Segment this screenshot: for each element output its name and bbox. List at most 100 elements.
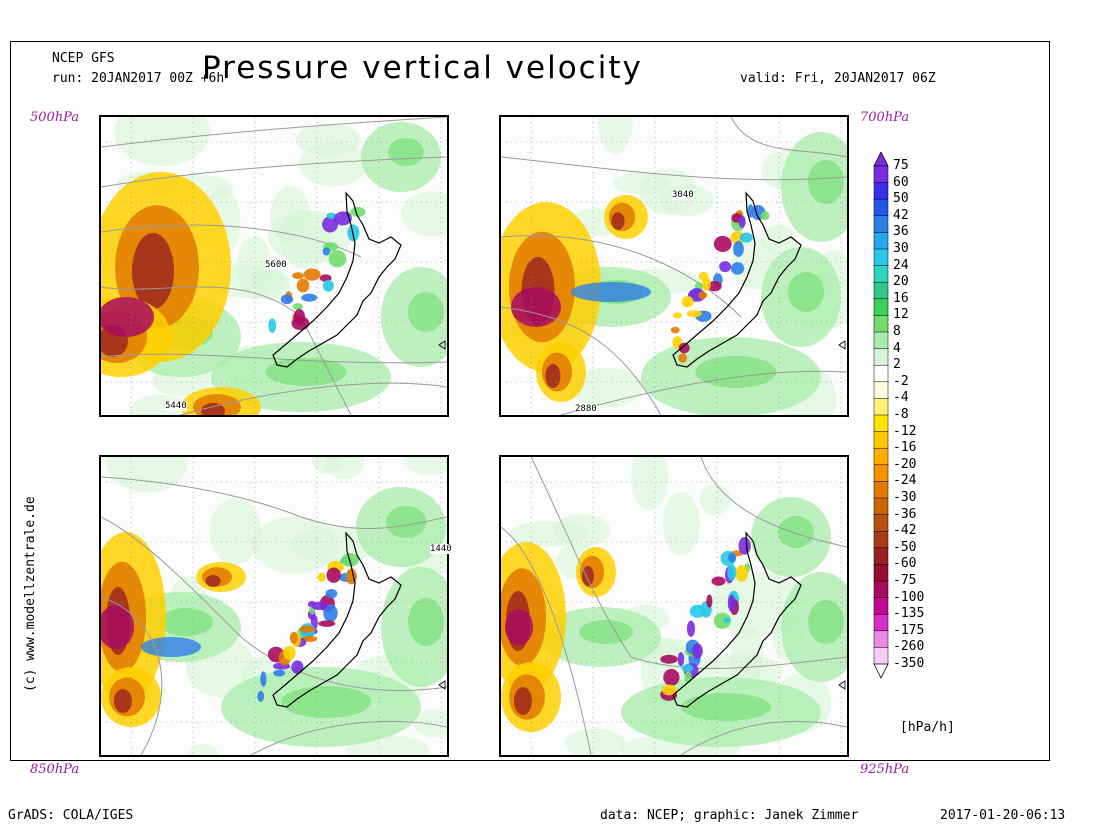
colorbar-tick-label: -260 <box>893 639 925 655</box>
colorbar-swatch <box>873 381 889 399</box>
convective-cell <box>735 565 748 582</box>
geopotential-contour <box>101 353 447 364</box>
convective-cell <box>692 643 703 659</box>
convective-cell <box>280 294 294 305</box>
upward-motion-core <box>281 686 371 718</box>
convective-cell <box>322 279 334 292</box>
colorbar-tick-label: 16 <box>893 290 909 306</box>
convective-cell <box>301 293 318 302</box>
upward-motion-core <box>408 598 444 646</box>
footer-timestamp: 2017-01-20-06:13 <box>940 808 1066 823</box>
upward-motion-area <box>298 141 369 187</box>
coastline-new-zealand <box>672 531 802 708</box>
convective-cell <box>727 552 737 563</box>
panel-level-925: 925hPa <box>860 762 910 777</box>
upward-motion-area <box>662 491 700 556</box>
convective-cell <box>711 576 726 586</box>
geopotential-contour <box>501 306 662 415</box>
convective-cell <box>326 567 341 583</box>
colorbar-swatch <box>873 564 889 582</box>
convective-cell <box>257 690 265 702</box>
convective-cell <box>273 669 286 677</box>
upward-motion-core <box>408 292 444 332</box>
convective-cell <box>303 268 321 281</box>
colorbar-swatch <box>873 298 889 316</box>
geopotential-contour <box>700 457 847 548</box>
convective-cell <box>677 652 685 667</box>
convective-cell <box>326 212 337 219</box>
upward-motion-core <box>159 608 213 636</box>
convective-cell <box>661 684 677 696</box>
convective-cell <box>684 671 692 683</box>
map-marker <box>438 340 446 350</box>
colorbar-tick-label: 60 <box>893 174 909 190</box>
convective-cell <box>687 310 702 318</box>
upward-motion-area <box>564 728 626 755</box>
convective-cell <box>738 537 751 555</box>
colorbar-swatch <box>873 630 889 648</box>
convective-cell <box>670 326 680 334</box>
colorbar-tick-label: -75 <box>893 573 917 588</box>
colorbar-swatch <box>873 182 889 200</box>
colorbar-tick-label: -4 <box>893 390 909 406</box>
convective-cell <box>296 278 310 293</box>
coastline-new-zealand <box>272 191 402 368</box>
convective-cell <box>727 594 736 612</box>
upward-motion-area <box>707 571 805 636</box>
map-field <box>501 117 847 415</box>
footer-credit: data: NCEP; graphic: Janek Zimmer <box>600 808 859 823</box>
colorbar-swatch <box>873 331 889 350</box>
downward-motion-peak <box>611 212 625 230</box>
upward-motion-core <box>681 693 771 721</box>
convective-cell <box>293 308 306 326</box>
colorbar-tick-label: 20 <box>893 274 909 290</box>
colorbar-tick-label: 2 <box>893 357 901 373</box>
upward-motion-area <box>598 117 633 154</box>
plot-frame <box>10 41 1050 761</box>
upward-motion-area <box>412 708 447 738</box>
convective-cell <box>350 206 366 217</box>
upward-motion-area <box>760 224 797 256</box>
upward-motion-core <box>788 272 824 312</box>
coastline-new-zealand <box>272 531 402 708</box>
upward-motion-area <box>209 498 262 565</box>
convective-cell <box>325 589 338 599</box>
convective-cell <box>302 635 318 643</box>
colorbar-tick-label: 75 <box>893 158 909 173</box>
strong-descent-area <box>511 287 561 327</box>
convective-cell <box>291 660 304 675</box>
colorbar-swatch <box>873 580 889 599</box>
colorbar-swatch <box>873 398 889 416</box>
colorbar-tick-label: -100 <box>893 589 925 605</box>
colorbar-swatch <box>873 315 889 333</box>
colorbar-tick-label: -42 <box>893 523 917 539</box>
colorbar-tick-label: -12 <box>893 423 917 439</box>
colorbar-tick-label: 30 <box>893 241 909 256</box>
convective-cell <box>328 250 347 268</box>
geopotential-contour <box>180 382 447 415</box>
colorbar-tick-label: 24 <box>893 257 909 273</box>
convective-cell <box>678 342 690 354</box>
colorbar-swatch <box>873 281 889 300</box>
convective-cell <box>681 296 694 308</box>
colorbar-swatch <box>873 348 889 366</box>
convective-cell <box>739 232 753 243</box>
upward-motion-core <box>385 506 427 538</box>
colorbar-tick-label: -2 <box>893 373 909 389</box>
downward-motion-peak <box>514 687 532 715</box>
downward-motion-peak <box>582 566 594 586</box>
contour-label: 1440 <box>430 544 452 554</box>
colorbar-tick-label: -30 <box>893 490 917 505</box>
upward-motion-core <box>778 516 814 548</box>
colorbar-tick-label: 42 <box>893 207 909 223</box>
geopotential-contour <box>250 720 447 755</box>
ascent-band <box>571 282 651 302</box>
strong-descent-area <box>101 605 134 649</box>
colorbar <box>873 152 889 679</box>
geopotential-contour <box>101 596 163 755</box>
colorbar-swatch <box>873 464 889 482</box>
upward-motion-core <box>579 620 633 644</box>
strong-descent-area <box>505 609 533 645</box>
upward-motion-core <box>808 600 844 644</box>
convective-cell <box>311 601 328 611</box>
